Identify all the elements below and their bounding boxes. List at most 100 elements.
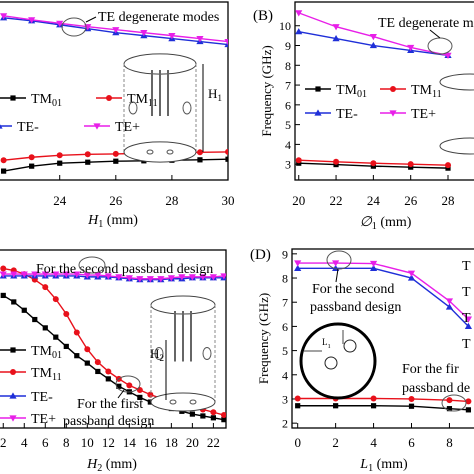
data-point-TM11	[445, 162, 452, 169]
legend-label-TE--main: TE-	[336, 107, 358, 122]
legend-label-TM11-main: TM	[411, 83, 433, 98]
x-tick-label: 26	[404, 193, 418, 208]
data-point-TM11	[225, 148, 228, 155]
y-tick-label: 6	[282, 320, 288, 334]
via	[166, 149, 174, 155]
annotations-D: For the second passband design For the fir…	[310, 250, 470, 412]
data-area	[295, 10, 452, 171]
legend-label-TE--main: TE-	[17, 120, 39, 135]
legend-marker-TM01	[10, 347, 16, 353]
legend-marker-TE-	[314, 109, 322, 116]
inset-label-main: L	[322, 337, 328, 347]
legend-marker-TE-	[9, 392, 17, 399]
y-tick-label: 9	[285, 39, 291, 53]
x-tick-label: 22	[330, 193, 343, 208]
data-point-TE+	[332, 24, 340, 31]
data-point-TM11	[370, 160, 377, 167]
data-point-TE+	[41, 271, 49, 278]
x-tick-label: 30	[222, 193, 235, 208]
legend-label-TM01-main: TM	[31, 92, 53, 107]
data-point-TM01	[0, 292, 6, 299]
x-axis-label-sub: 1	[372, 221, 377, 232]
legend-label-TM01-sub: 01	[52, 98, 62, 109]
x-axis-label-main: ∅	[360, 215, 373, 230]
callout-leader	[335, 268, 339, 283]
data-point-TM01	[53, 334, 59, 340]
x-axis-label-unit: (mm)	[373, 457, 408, 472]
data-point-TE+	[28, 17, 36, 24]
data-point-TM01	[408, 403, 415, 409]
data-point-TE+	[407, 44, 415, 52]
data-point-TM11	[84, 151, 91, 158]
inset-D: L1	[299, 322, 377, 400]
data-point-TE+	[0, 13, 8, 20]
legend-label-TM01-sub: 01	[52, 350, 62, 361]
legend-marker-TE-	[0, 124, 3, 129]
data-point-TE+	[125, 275, 133, 282]
legend-label-TM01-main: TM	[336, 83, 358, 98]
data-point-TM01	[137, 394, 143, 401]
inset-label-sub: 2	[159, 354, 164, 364]
x-axis-label: H1 (mm)	[87, 213, 138, 230]
y-tick-label: 5	[285, 118, 291, 132]
data-point-TM11	[370, 395, 377, 402]
legend-marker-TM11	[390, 86, 396, 92]
x-axis-label: ∅1 (mm)	[360, 215, 412, 232]
callout-ellipse	[427, 37, 453, 55]
legend-label-TM11-sub: 11	[52, 372, 62, 383]
legend-label-partial: T	[462, 259, 471, 274]
plot-frame	[291, 248, 474, 429]
data-point-TM01	[11, 299, 17, 305]
y-tick-label: 2	[282, 417, 288, 431]
data-point-TE+	[56, 20, 64, 27]
x-tick-label: 6	[42, 435, 49, 450]
data-point-TM01	[32, 316, 38, 323]
annotation-first-passband: For the fir	[402, 362, 459, 377]
y-tick-label: 4	[282, 368, 288, 382]
legend-marker-TE+	[9, 415, 17, 422]
legend-label-TM11: TM11	[127, 92, 158, 109]
data-point-TM11	[446, 397, 453, 404]
data-point-TM01	[333, 403, 339, 409]
data-point-TE-	[445, 303, 454, 310]
x-axis-label-unit: (mm)	[377, 215, 412, 230]
data-point-TE+	[445, 298, 454, 305]
legend-marker-TM11	[106, 95, 112, 101]
data-point-TM11	[42, 284, 49, 291]
data-point-TM01	[29, 163, 35, 169]
y-tick-label: 3	[282, 392, 288, 406]
annotation-second-passband-2: passband design	[310, 300, 401, 315]
inset-B	[439, 73, 474, 155]
annotations-A: TE degenerate modes	[61, 10, 219, 37]
plot-frame	[294, 1, 474, 181]
panel-label: (D)	[250, 247, 271, 263]
x-tick-label: 2	[332, 435, 339, 450]
data-point-TM11	[63, 310, 70, 317]
callout-leader	[117, 389, 125, 399]
data-point-TE+	[464, 316, 473, 323]
x-axis-label-sub: 1	[98, 219, 103, 230]
feed-probe	[154, 347, 164, 360]
x-axis-label: H2 (mm)	[86, 457, 137, 474]
inset-label: H2	[150, 346, 164, 364]
data-point-TE-	[332, 34, 340, 42]
plot-frame	[0, 249, 227, 429]
y-axis-label: Frequency (GHz)	[259, 45, 274, 136]
data-point-TM01	[84, 360, 90, 366]
x-axis-label: L1 (mm)	[359, 457, 408, 474]
inset-label: L1	[322, 337, 331, 350]
data-point-TM11	[0, 265, 7, 272]
legend-label-TE+: TE+	[31, 412, 56, 427]
data-point-TM11	[112, 150, 119, 157]
annotation-te-degenerate: TE degenerate modes	[98, 10, 219, 25]
data-point-TE+	[407, 270, 416, 277]
data-point-TE+	[369, 34, 377, 41]
data-point-TM01	[105, 376, 111, 382]
data-point-TE+	[157, 276, 165, 283]
legend-label-TM11-main: TM	[31, 366, 53, 381]
data-point-TM01	[74, 353, 80, 359]
annotation-second-passband: For the second passband design	[36, 262, 213, 277]
data-point-TM01	[197, 157, 203, 163]
series-line-TE+	[3, 273, 224, 280]
x-tick-label: 12	[102, 435, 115, 450]
